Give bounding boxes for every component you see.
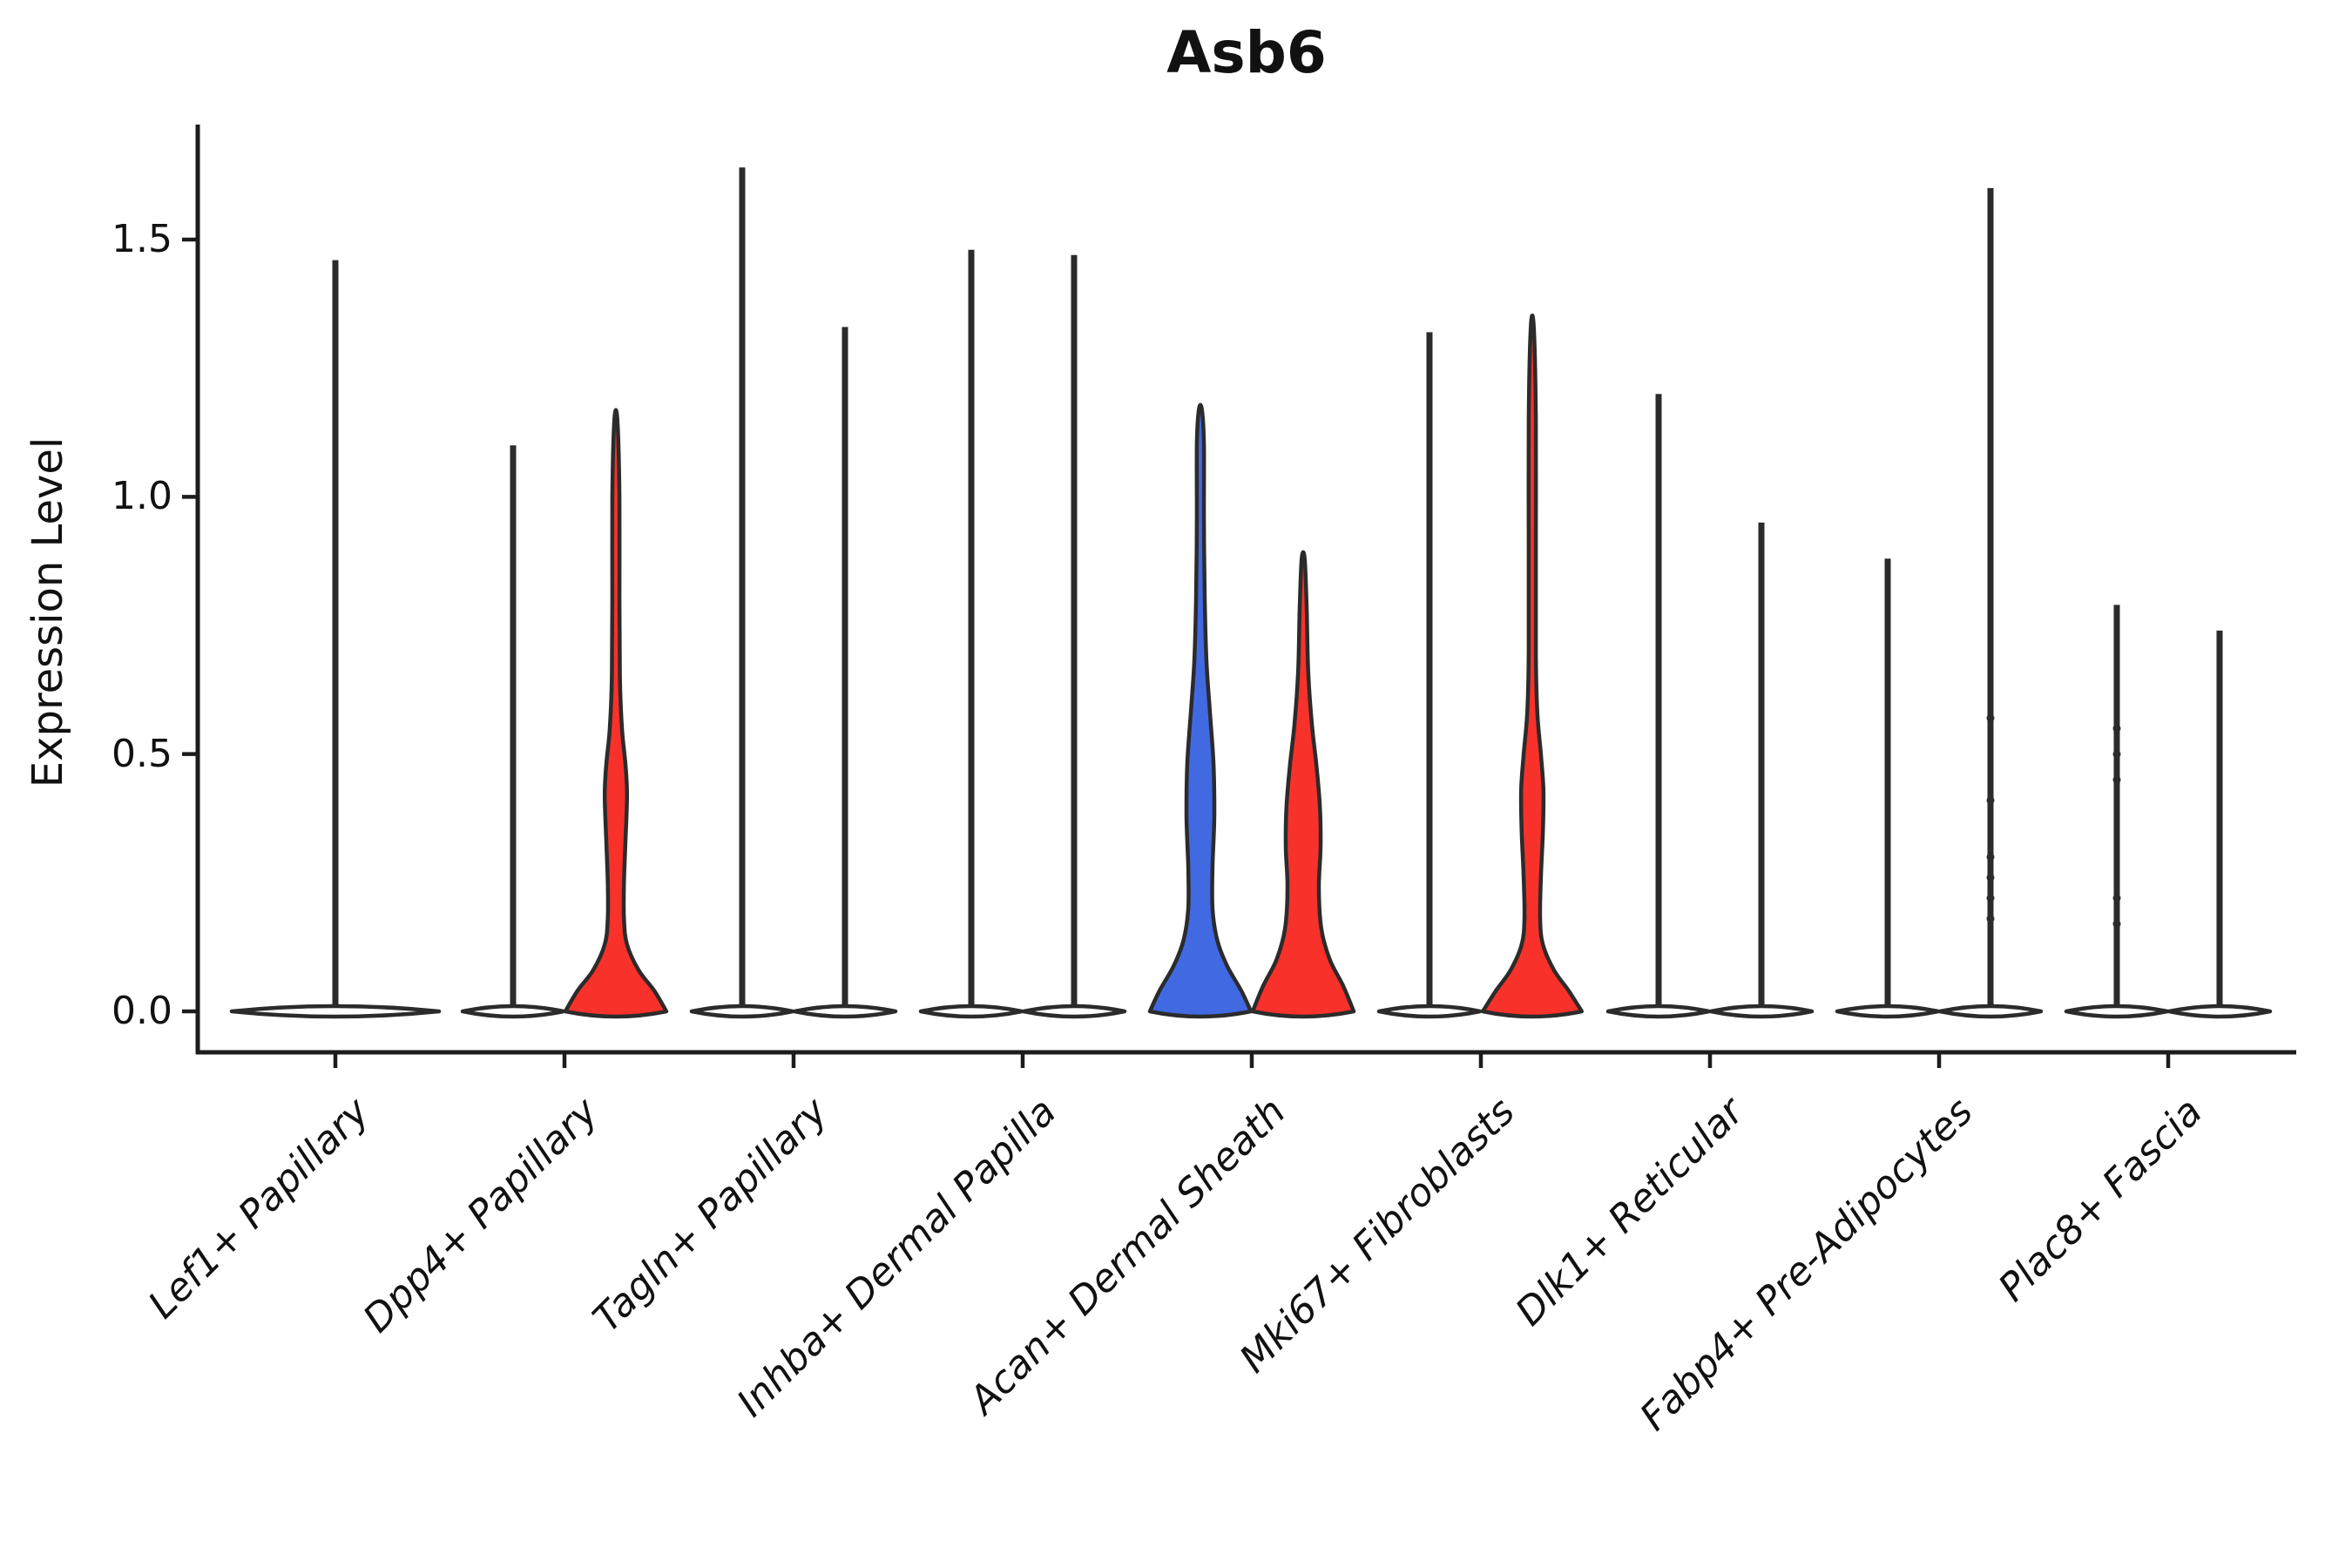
- violin-tagln-papillary-2-base: [792, 1004, 898, 1019]
- violin-plac8-fascia-1-point-4: [2112, 920, 2121, 929]
- y-tick-label-0: 0.0: [112, 989, 172, 1033]
- violin-lef1-papillary-1-base: [229, 1004, 442, 1019]
- violin-plac8-fascia-2-base: [2166, 1004, 2273, 1019]
- violin-inhba-dermal-papilla-2-base: [1021, 1004, 1127, 1019]
- violin-dpp4-papillary-1-base: [460, 1004, 566, 1019]
- violin-plac8-fascia-1-point-3: [2112, 894, 2121, 902]
- y-tick-label-3: 1.5: [112, 216, 172, 261]
- violin-fabp4-pre-adipocytes-2-point-3: [1986, 873, 1995, 882]
- violin-mki67-fibroblasts-2: [1480, 313, 1585, 1019]
- violin-dpp4-papillary-2: [563, 408, 669, 1019]
- violin-plac8-fascia-1-point-2: [2112, 775, 2121, 784]
- violin-fabp4-pre-adipocytes-2-point-2: [1986, 853, 1995, 862]
- violin-tagln-papillary-1-base: [689, 1004, 795, 1019]
- violin-dlk1-reticular-2-base: [1708, 1004, 1815, 1019]
- chart-title: Asb6: [1166, 19, 1327, 86]
- violin-inhba-dermal-papilla-1-base: [918, 1004, 1024, 1019]
- violin-plac8-fascia-1-point-1: [2112, 750, 2121, 759]
- violin-mki67-fibroblasts-1-base: [1376, 1004, 1483, 1019]
- violin-fabp4-pre-adipocytes-2-point-4: [1986, 894, 1995, 902]
- violin-plac8-fascia-1-base: [2064, 1004, 2170, 1019]
- violin-fabp4-pre-adipocytes-1-base: [1835, 1004, 1941, 1019]
- violin-fabp4-pre-adipocytes-2-base: [1937, 1004, 2044, 1019]
- y-tick-label-1: 0.5: [112, 731, 172, 776]
- violin-dlk1-reticular-1-base: [1605, 1004, 1712, 1019]
- y-tick-label-2: 1.0: [112, 474, 172, 519]
- violin-fabp4-pre-adipocytes-2-point-0: [1986, 713, 1995, 722]
- violin-fabp4-pre-adipocytes-2-point-1: [1986, 796, 1995, 805]
- violin-plac8-fascia-1-point-0: [2112, 724, 2121, 733]
- violin-fabp4-pre-adipocytes-2-point-5: [1986, 915, 1995, 923]
- violin-acan-dermal-sheath-2: [1250, 550, 1356, 1019]
- violin-acan-dermal-sheath-1: [1147, 402, 1254, 1019]
